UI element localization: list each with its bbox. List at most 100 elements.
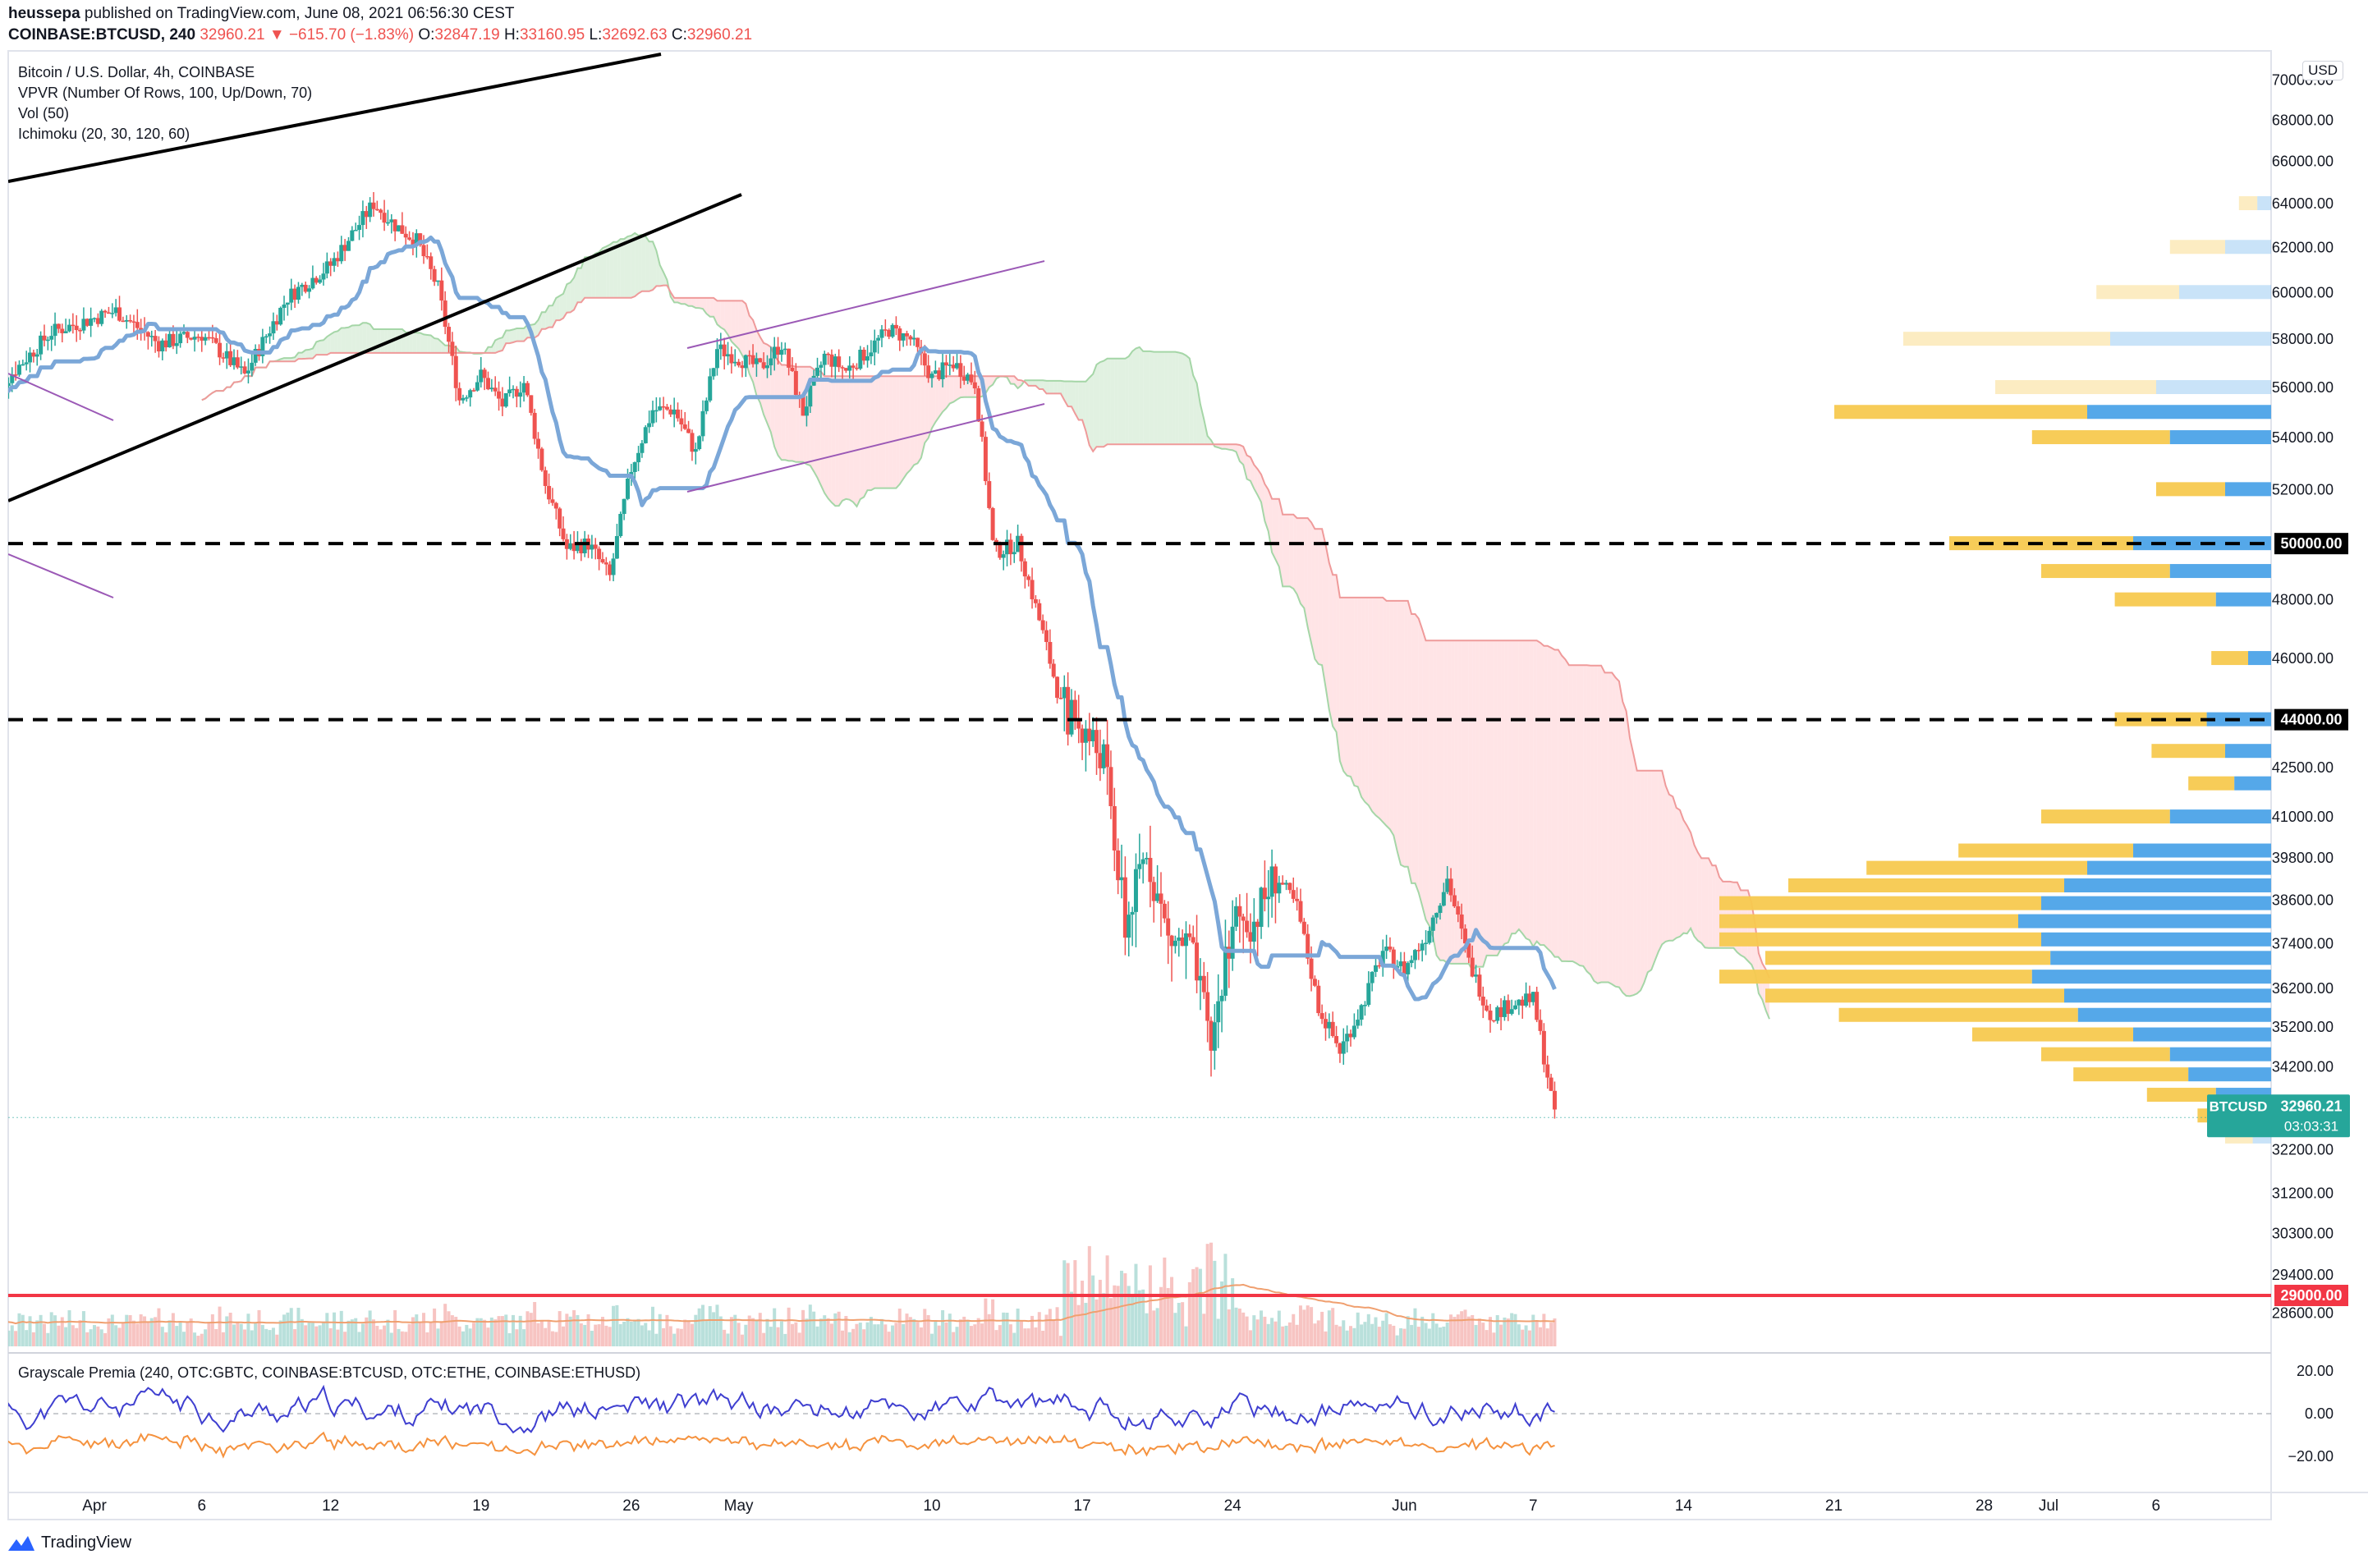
candle-body (704, 400, 709, 411)
volume-bar (668, 1326, 672, 1346)
time-tick-label: Jun (1392, 1497, 1417, 1515)
volume-bar (1539, 1327, 1543, 1346)
cloud-segment (659, 264, 664, 287)
cloud-segment (885, 376, 889, 488)
candle-body (647, 423, 652, 428)
candle-body (392, 219, 397, 232)
oscillator-legend[interactable]: Grayscale Premia (240, OTC:GBTC, COINBAS… (18, 1364, 641, 1381)
volume-bar (1349, 1326, 1352, 1346)
candle-body (189, 337, 194, 340)
cloud-segment (1583, 665, 1587, 972)
volume-bar (1535, 1320, 1539, 1346)
volume-bar (1105, 1255, 1109, 1346)
cloud-segment (1301, 518, 1305, 608)
candle-body (658, 406, 663, 410)
series-title[interactable]: Bitcoin / U.S. Dollar, 4h, COINBASE (18, 64, 255, 80)
candle-body (1448, 878, 1453, 896)
price-tick-label: 35200.00 (2272, 1019, 2334, 1035)
high-value: 33160.95 (519, 26, 585, 44)
cloud-segment (1254, 465, 1258, 496)
candle-body (145, 332, 150, 337)
candle-body (453, 355, 458, 388)
cloud-segment (1357, 597, 1362, 797)
volume-bar (976, 1318, 980, 1346)
volume-bar (1456, 1314, 1460, 1346)
volume-bar (214, 1328, 218, 1346)
volume-bar (608, 1327, 612, 1346)
cloud-segment (1586, 665, 1591, 975)
cloud-segment (914, 376, 918, 465)
volume-bar (89, 1329, 93, 1346)
volume-bar (590, 1331, 594, 1346)
cloud-segment (409, 332, 413, 353)
cloud-segment (356, 325, 360, 353)
cloud-segment (1354, 597, 1358, 787)
volume-bar (640, 1325, 644, 1346)
candle-body (371, 202, 376, 209)
volume-bar (1521, 1329, 1525, 1346)
volume-bar (25, 1330, 29, 1346)
cloud-segment (1683, 819, 1687, 934)
ichimoku-legend[interactable]: Ichimoku (20, 30, 120, 60) (18, 126, 190, 142)
cloud-segment (1572, 665, 1576, 964)
volume-bar (773, 1308, 777, 1346)
currency-badge[interactable]: USD (2302, 61, 2343, 80)
volume-bar (998, 1325, 1002, 1346)
volume-bar (296, 1308, 301, 1346)
level-label-bg (2274, 533, 2348, 555)
vpvr-down-bar (2087, 405, 2271, 420)
cloud-segment (1072, 381, 1076, 414)
cloud-segment (653, 241, 657, 291)
volume-bar (1159, 1286, 1163, 1346)
cloud-segment (893, 376, 897, 488)
candle-body (847, 365, 852, 371)
candle-body (1162, 903, 1167, 919)
volume-bar (379, 1329, 383, 1346)
volume-bar (1052, 1319, 1056, 1346)
volume-bar (1424, 1323, 1428, 1346)
cloud-segment (878, 376, 882, 488)
cloud-segment (949, 376, 954, 404)
cloud-segment (1612, 672, 1616, 987)
candle-body (389, 219, 394, 222)
volume-bar (218, 1306, 222, 1346)
cloud-segment (1075, 381, 1079, 420)
volume-bar (1081, 1280, 1085, 1346)
candle-body (1040, 620, 1045, 630)
cloud-segment (1325, 544, 1329, 710)
cloud-segment (359, 323, 363, 353)
volume-bar (847, 1332, 851, 1346)
candle-body (643, 427, 648, 443)
volume-bar (404, 1332, 408, 1346)
volume-bar (411, 1317, 415, 1346)
cloud-segment (617, 239, 621, 298)
volume-bar (1553, 1318, 1557, 1346)
candle-body (1459, 914, 1464, 929)
candle-body (439, 280, 444, 301)
candle-body (1434, 913, 1439, 918)
volume-bar (747, 1315, 751, 1346)
vpvr-up-bar (2096, 285, 2179, 300)
volume-bar (507, 1332, 512, 1346)
tradingview-logo[interactable]: TradingView (7, 1534, 131, 1552)
candle-body (482, 369, 487, 378)
volume-bar (948, 1314, 952, 1346)
vol-legend[interactable]: Vol (50) (18, 105, 70, 121)
author[interactable]: heussepa (8, 5, 80, 22)
cloud-segment (287, 358, 291, 362)
candle-body (31, 352, 36, 357)
candle-body (593, 544, 598, 549)
volume-bar (676, 1328, 680, 1346)
candle-body (1430, 917, 1435, 931)
level-label: 29000.00 (2280, 1287, 2342, 1304)
candle-body (1391, 949, 1396, 968)
volume-bar (397, 1328, 401, 1346)
candle-body (518, 392, 523, 397)
vpvr-legend[interactable]: VPVR (Number Of Rows, 100, Up/Down, 70) (18, 85, 313, 101)
volume-bar (525, 1311, 530, 1346)
cloud-segment (1658, 770, 1663, 951)
volume-bar (1406, 1316, 1410, 1346)
cloud-segment (362, 323, 367, 353)
candle-body (700, 410, 705, 437)
